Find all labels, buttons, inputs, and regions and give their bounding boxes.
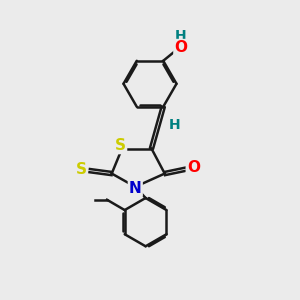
Text: N: N	[129, 181, 142, 196]
Text: O: O	[174, 40, 188, 55]
Text: H: H	[175, 29, 187, 44]
Text: O: O	[187, 160, 200, 175]
Text: H: H	[169, 118, 181, 132]
Text: S: S	[115, 138, 126, 153]
Text: S: S	[76, 162, 87, 177]
